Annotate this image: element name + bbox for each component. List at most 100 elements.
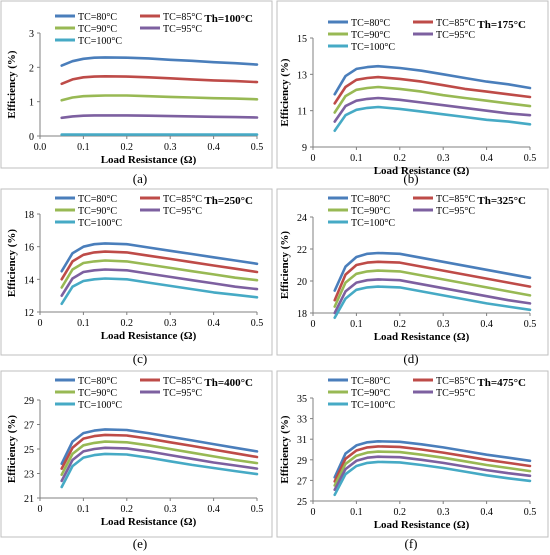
chart-title: Th=175°C bbox=[477, 19, 526, 31]
x-axis-label: Load Resistance (Ω) bbox=[101, 330, 197, 342]
y-tick-label: 16 bbox=[24, 243, 34, 254]
panel-caption: (a) bbox=[133, 171, 147, 186]
legend-label: TC=90°C bbox=[78, 24, 117, 35]
series-line bbox=[60, 446, 259, 483]
x-tick-label: 0.5 bbox=[251, 142, 264, 153]
legend-label: TC=90°C bbox=[78, 388, 117, 399]
legend-label: TC=85°C bbox=[163, 194, 202, 205]
panel-caption: (d) bbox=[403, 351, 418, 366]
y-tick-label: 33 bbox=[297, 415, 307, 426]
y-tick-label: 25 bbox=[24, 445, 34, 456]
x-axis-label: Load Resistance (Ω) bbox=[374, 165, 470, 177]
x-tick-label: 0.2 bbox=[394, 507, 407, 518]
chart-title: Th=250°C bbox=[204, 195, 253, 207]
legend-label: TC=80°C bbox=[351, 18, 390, 29]
x-tick-label: 0.3 bbox=[164, 504, 177, 515]
y-tick-label: 1 bbox=[29, 98, 34, 109]
x-tick-label: 0.5 bbox=[524, 507, 537, 518]
y-axis-label: Efficiency (%) bbox=[6, 229, 18, 297]
series-line bbox=[60, 242, 259, 273]
x-tick-label: 0.1 bbox=[77, 318, 90, 329]
y-axis-label: Efficiency (%) bbox=[279, 415, 291, 483]
y-axis-label: Efficiency (%) bbox=[6, 50, 18, 118]
y-tick-label: 3 bbox=[29, 29, 34, 40]
x-tick-label: 0.1 bbox=[350, 319, 363, 330]
panel-caption: (f) bbox=[405, 536, 418, 551]
x-tick-label: 0.1 bbox=[77, 504, 90, 515]
legend-label: TC=90°C bbox=[78, 206, 117, 217]
series-line bbox=[60, 428, 259, 465]
legend-label: TC=95°C bbox=[436, 30, 475, 41]
legend-label: TC=100°C bbox=[351, 218, 395, 229]
series-line bbox=[333, 445, 532, 483]
y-tick-label: 29 bbox=[24, 396, 34, 407]
y-tick-label: 27 bbox=[297, 476, 307, 487]
x-tick-label: 0.2 bbox=[121, 142, 134, 153]
legend-label: TC=85°C bbox=[163, 376, 202, 387]
x-tick-label: 0.1 bbox=[350, 507, 363, 518]
series-line bbox=[60, 114, 259, 120]
series-line bbox=[333, 440, 532, 479]
y-tick-label: 29 bbox=[297, 456, 307, 467]
y-tick-label: 0 bbox=[29, 132, 34, 143]
panel-frame bbox=[0, 188, 273, 356]
panel-frame bbox=[0, 0, 273, 169]
series-line bbox=[60, 433, 259, 470]
x-tick-label: 0 bbox=[311, 507, 316, 518]
x-tick-label: 0.3 bbox=[164, 318, 177, 329]
x-tick-label: 0 bbox=[311, 319, 316, 330]
series-line bbox=[333, 85, 532, 114]
panel-caption: (e) bbox=[133, 536, 147, 551]
x-tick-label: 0.4 bbox=[207, 318, 220, 329]
legend-label: TC=80°C bbox=[78, 194, 117, 205]
legend-label: TC=95°C bbox=[163, 206, 202, 217]
x-tick-label: 0.2 bbox=[121, 318, 134, 329]
legend-label: TC=100°C bbox=[78, 400, 122, 411]
panel-frame bbox=[276, 188, 549, 356]
x-tick-label: 0.4 bbox=[207, 142, 220, 153]
panel-frame bbox=[276, 370, 549, 538]
legend-label: TC=85°C bbox=[436, 18, 475, 29]
y-tick-label: 12 bbox=[24, 308, 34, 319]
x-tick-label: 0.4 bbox=[480, 319, 493, 330]
panel-frame bbox=[276, 0, 549, 169]
legend-label: TC=80°C bbox=[78, 12, 117, 23]
panel-frame bbox=[0, 370, 273, 538]
series-line bbox=[333, 285, 532, 320]
y-tick-label: 2 bbox=[29, 63, 34, 74]
x-axis-label: Load Resistance (Ω) bbox=[101, 154, 197, 166]
y-tick-label: 27 bbox=[24, 421, 34, 432]
legend-label: TC=90°C bbox=[351, 388, 390, 399]
x-tick-label: 0 bbox=[38, 504, 43, 515]
x-tick-label: 0.4 bbox=[207, 504, 220, 515]
x-tick-label: 0.5 bbox=[251, 504, 264, 515]
legend-label: TC=95°C bbox=[436, 388, 475, 399]
legend-label: TC=85°C bbox=[436, 376, 475, 387]
legend-label: TC=80°C bbox=[78, 376, 117, 387]
x-tick-label: 0.3 bbox=[437, 319, 450, 330]
chart-title: Th=475°C bbox=[477, 377, 526, 389]
series-line bbox=[333, 105, 532, 132]
x-tick-label: 0.3 bbox=[437, 507, 450, 518]
x-tick-label: 0.3 bbox=[437, 153, 450, 164]
x-tick-label: 0 bbox=[311, 153, 316, 164]
chart-title: Th=100°C bbox=[204, 13, 253, 25]
series-line bbox=[60, 440, 259, 476]
x-tick-label: 0.5 bbox=[524, 319, 537, 330]
series-line bbox=[333, 260, 532, 302]
panel-caption: (c) bbox=[133, 351, 147, 366]
legend-label: TC=80°C bbox=[351, 194, 390, 205]
y-tick-label: 23 bbox=[24, 470, 34, 481]
y-tick-label: 18 bbox=[297, 309, 307, 320]
y-tick-label: 14 bbox=[24, 275, 34, 286]
legend-label: TC=95°C bbox=[163, 388, 202, 399]
y-tick-label: 11 bbox=[297, 107, 307, 118]
series-line bbox=[60, 56, 259, 67]
x-tick-label: 0.4 bbox=[480, 153, 493, 164]
legend-label: TC=100°C bbox=[78, 218, 122, 229]
legend-label: TC=100°C bbox=[78, 36, 122, 47]
chart-panel: 12 14 16 18 0 0.1 0.2 0.3 0.4 0.5 Load Resistance … bbox=[6, 194, 263, 366]
series-line bbox=[333, 455, 532, 491]
y-tick-label: 9 bbox=[302, 143, 307, 154]
y-tick-label: 15 bbox=[297, 34, 307, 45]
